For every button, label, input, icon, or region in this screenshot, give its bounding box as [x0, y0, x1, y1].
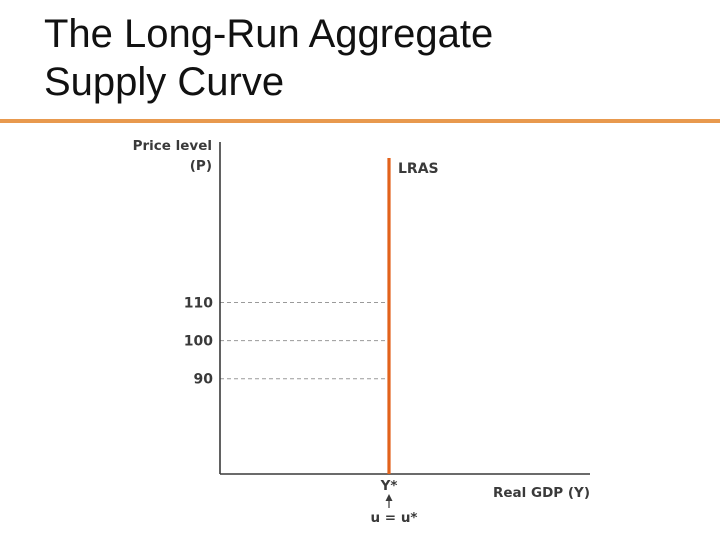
y-axis-label-line-1: Price level [133, 138, 212, 154]
lras-label: LRAS [398, 161, 439, 177]
guide-lines [220, 301, 389, 380]
y-tick-label-90: 90 [194, 372, 214, 388]
slide-title: The Long-Run Aggregate Supply Curve [44, 10, 684, 106]
y-axis-label-line-2: (P) [190, 158, 212, 174]
x-axis-label: Real GDP (Y) [493, 485, 590, 501]
slide-title-line-2: Supply Curve [44, 60, 285, 104]
x-annotation-label: u = u* [371, 510, 418, 526]
y-tick-label-110: 110 [184, 295, 213, 311]
x-annotation-arrow-head [385, 494, 393, 501]
x-tick-label-ystar: Y* [380, 478, 398, 494]
title-rule [0, 119, 720, 123]
y-tick-labels: 110 100 90 [184, 295, 213, 387]
y-tick-label-100: 100 [184, 334, 213, 350]
slide-title-line-1: The Long-Run Aggregate [44, 12, 494, 56]
